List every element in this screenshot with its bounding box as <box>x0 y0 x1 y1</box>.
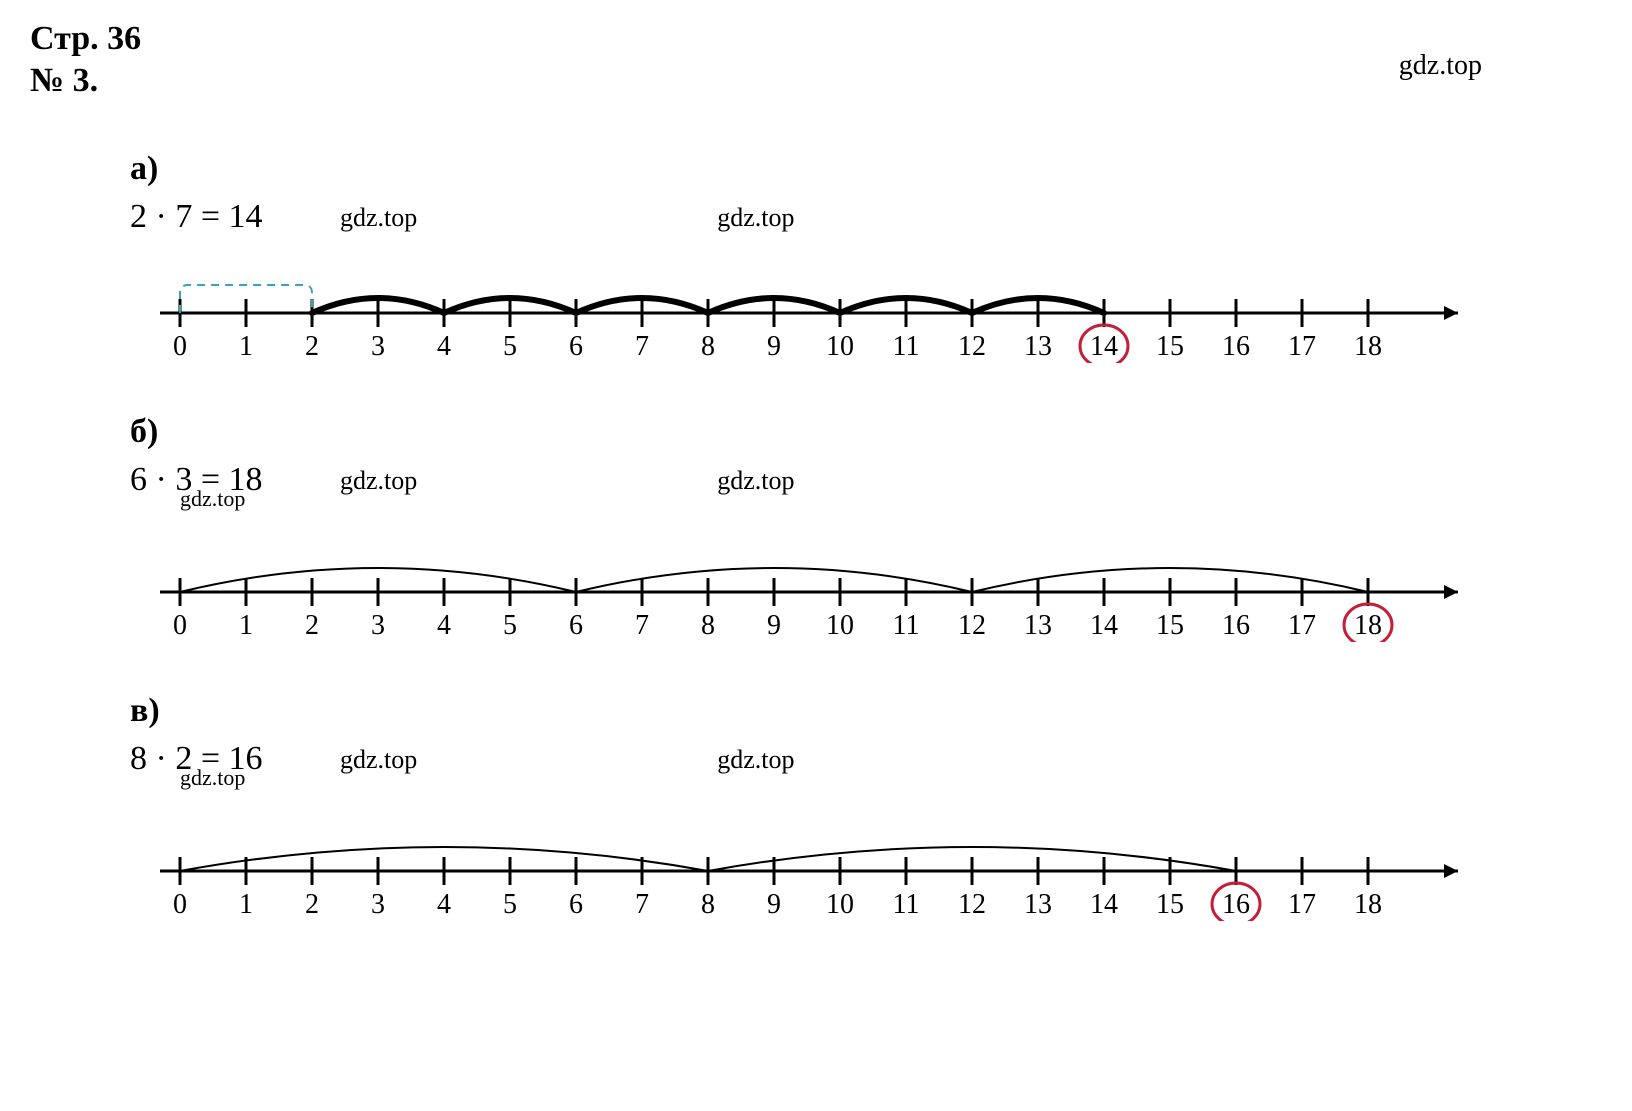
numberline-diagram: 0123456789101112131415161718 <box>130 243 1602 363</box>
tick-label: 5 <box>503 610 517 641</box>
tick-label: 8 <box>701 331 715 362</box>
url-row: gdz.top gdz.top <box>340 203 1602 233</box>
problem-number: № 3. <box>30 62 141 100</box>
page-str: Стр. 36 <box>30 20 141 58</box>
tick-label: 14 <box>1090 331 1118 362</box>
tick-label: 16 <box>1222 889 1250 920</box>
numberline-diagram: 0123456789101112131415161718 <box>130 522 1602 642</box>
section-b: б)6 · 3 = 18gdz.topgdz.topgdz.top0123456… <box>30 413 1602 642</box>
tick-label: 18 <box>1354 889 1382 920</box>
tick-label: 17 <box>1288 889 1316 920</box>
tick-label: 10 <box>826 889 854 920</box>
tick-label: 6 <box>569 331 583 362</box>
tick-label: 16 <box>1222 610 1250 641</box>
tick-label: 7 <box>635 610 649 641</box>
tick-label: 7 <box>635 889 649 920</box>
tick-label: 11 <box>893 610 920 641</box>
tick-label: 16 <box>1222 331 1250 362</box>
tick-label: 11 <box>893 331 920 362</box>
tick-label: 18 <box>1354 610 1382 641</box>
url-watermark-top: gdz.top <box>1399 50 1482 82</box>
url-watermark: gdz.top <box>717 203 794 233</box>
tick-label: 9 <box>767 610 781 641</box>
tick-label: 0 <box>173 610 187 641</box>
tick-label: 10 <box>826 331 854 362</box>
tick-label: 11 <box>893 889 920 920</box>
tick-label: 3 <box>371 331 385 362</box>
tick-label: 6 <box>569 889 583 920</box>
tick-label: 2 <box>305 331 319 362</box>
tick-label: 1 <box>239 610 253 641</box>
tick-label: 3 <box>371 610 385 641</box>
tick-label: 12 <box>958 610 986 641</box>
section-label: б) <box>130 413 1602 451</box>
tick-label: 8 <box>701 889 715 920</box>
tick-label: 0 <box>173 889 187 920</box>
section-label: в) <box>130 692 1602 730</box>
url-watermark: gdz.top <box>340 466 417 496</box>
tick-label: 3 <box>371 889 385 920</box>
tick-label: 17 <box>1288 331 1316 362</box>
tick-label: 14 <box>1090 889 1118 920</box>
tick-label: 5 <box>503 331 517 362</box>
tick-label: 4 <box>437 331 451 362</box>
tick-label: 1 <box>239 889 253 920</box>
tick-label: 13 <box>1024 889 1052 920</box>
section-label: а) <box>130 150 1602 188</box>
url-watermark: gdz.top <box>717 745 794 775</box>
tick-label: 14 <box>1090 610 1118 641</box>
tick-label: 5 <box>503 889 517 920</box>
tick-label: 2 <box>305 889 319 920</box>
tick-label: 15 <box>1156 610 1184 641</box>
tick-label: 4 <box>437 889 451 920</box>
tick-label: 10 <box>826 610 854 641</box>
tick-label: 12 <box>958 331 986 362</box>
url-watermark: gdz.top <box>340 203 417 233</box>
url-watermark: gdz.top <box>340 745 417 775</box>
tick-label: 15 <box>1156 331 1184 362</box>
tick-label: 7 <box>635 331 649 362</box>
tick-label: 1 <box>239 331 253 362</box>
section-v: в)8 · 2 = 16gdz.topgdz.topgdz.top0123456… <box>30 692 1602 921</box>
tick-label: 15 <box>1156 889 1184 920</box>
tick-label: 9 <box>767 889 781 920</box>
tick-label: 13 <box>1024 610 1052 641</box>
tick-label: 2 <box>305 610 319 641</box>
tick-label: 9 <box>767 331 781 362</box>
tick-label: 0 <box>173 331 187 362</box>
tick-label: 13 <box>1024 331 1052 362</box>
section-a: а)2 · 7 = 14gdz.topgdz.top01234567891011… <box>30 150 1602 363</box>
tick-label: 4 <box>437 610 451 641</box>
numberline-diagram: 0123456789101112131415161718 <box>130 801 1602 921</box>
tick-label: 17 <box>1288 610 1316 641</box>
url-watermark: gdz.top <box>717 466 794 496</box>
tick-label: 12 <box>958 889 986 920</box>
tick-label: 6 <box>569 610 583 641</box>
tick-label: 8 <box>701 610 715 641</box>
tick-label: 18 <box>1354 331 1382 362</box>
